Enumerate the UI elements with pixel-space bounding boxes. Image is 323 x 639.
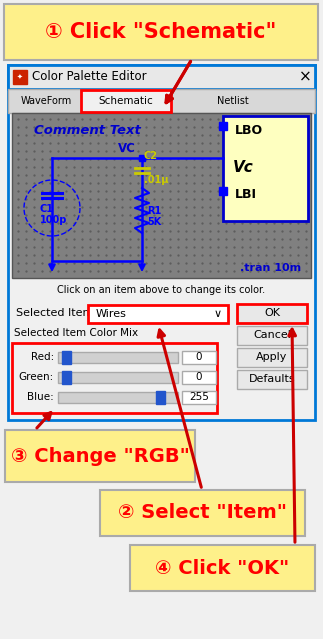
Text: Netlist: Netlist: [217, 96, 249, 106]
Text: 100p: 100p: [40, 215, 68, 225]
Text: VC: VC: [118, 142, 136, 155]
Text: LBO: LBO: [235, 123, 263, 137]
Text: Red:: Red:: [31, 352, 54, 362]
Text: OK: OK: [264, 309, 280, 318]
Text: Defaults: Defaults: [249, 374, 295, 385]
Text: Comment Text: Comment Text: [34, 125, 141, 137]
Text: ✦: ✦: [17, 74, 23, 80]
Text: Wires: Wires: [96, 309, 127, 319]
FancyBboxPatch shape: [62, 351, 71, 364]
FancyBboxPatch shape: [58, 352, 178, 363]
Text: 0: 0: [196, 372, 202, 382]
FancyBboxPatch shape: [237, 348, 307, 367]
Text: .01μ: .01μ: [144, 175, 169, 185]
Text: Color Palette Editor: Color Palette Editor: [32, 70, 147, 84]
FancyBboxPatch shape: [156, 391, 165, 404]
Text: Schematic: Schematic: [99, 96, 153, 106]
Text: 0: 0: [196, 352, 202, 362]
FancyBboxPatch shape: [237, 370, 307, 389]
FancyBboxPatch shape: [8, 89, 315, 113]
FancyBboxPatch shape: [12, 343, 217, 413]
Text: LBI: LBI: [235, 189, 257, 201]
Text: ② Select "Item": ② Select "Item": [118, 504, 287, 523]
Text: 5K: 5K: [147, 217, 161, 227]
FancyBboxPatch shape: [81, 90, 171, 112]
Text: Selected Item:: Selected Item:: [16, 308, 97, 318]
Text: Vc: Vc: [233, 160, 254, 176]
Text: C1: C1: [40, 204, 54, 214]
Text: Apply: Apply: [256, 353, 288, 362]
FancyBboxPatch shape: [219, 122, 227, 130]
FancyBboxPatch shape: [237, 326, 307, 345]
FancyBboxPatch shape: [58, 372, 178, 383]
Text: ④ Click "OK": ④ Click "OK": [155, 558, 289, 578]
Text: Blue:: Blue:: [27, 392, 54, 402]
FancyBboxPatch shape: [88, 305, 228, 323]
FancyBboxPatch shape: [223, 116, 308, 221]
Text: 255: 255: [189, 392, 209, 402]
Text: C2: C2: [144, 151, 158, 161]
FancyBboxPatch shape: [58, 392, 178, 403]
FancyBboxPatch shape: [8, 65, 315, 420]
FancyBboxPatch shape: [130, 545, 315, 591]
FancyBboxPatch shape: [4, 4, 318, 60]
FancyBboxPatch shape: [13, 70, 27, 84]
FancyBboxPatch shape: [182, 371, 216, 384]
FancyBboxPatch shape: [219, 187, 227, 195]
FancyBboxPatch shape: [62, 371, 71, 384]
FancyBboxPatch shape: [5, 430, 195, 482]
FancyBboxPatch shape: [100, 490, 305, 536]
Text: Green:: Green:: [19, 372, 54, 382]
FancyBboxPatch shape: [8, 65, 315, 89]
Text: ∨: ∨: [214, 309, 222, 319]
Text: WaveForm: WaveForm: [20, 96, 72, 106]
FancyBboxPatch shape: [182, 351, 216, 364]
Text: R1: R1: [147, 206, 161, 216]
Text: .tran 10m: .tran 10m: [240, 263, 302, 273]
FancyBboxPatch shape: [12, 113, 311, 278]
FancyBboxPatch shape: [237, 304, 307, 323]
FancyBboxPatch shape: [182, 391, 216, 404]
Text: ① Click "Schematic": ① Click "Schematic": [45, 22, 277, 42]
Text: ×: ×: [299, 70, 311, 84]
Text: ③ Change "RGB": ③ Change "RGB": [11, 447, 189, 465]
Text: Click on an item above to change its color.: Click on an item above to change its col…: [57, 285, 265, 295]
Text: Selected Item Color Mix: Selected Item Color Mix: [14, 328, 138, 338]
Text: Cancel: Cancel: [253, 330, 291, 341]
